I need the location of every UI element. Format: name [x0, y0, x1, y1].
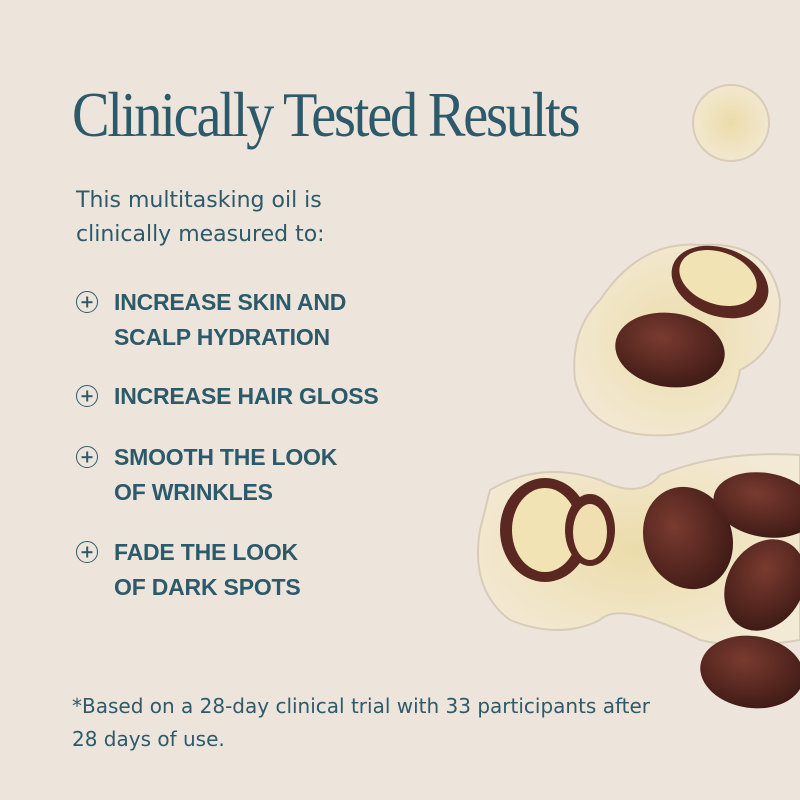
seed-open — [500, 478, 615, 582]
benefit-item: SMOOTH THE LOOK OF WRINKLES — [76, 440, 337, 510]
oil-drop — [692, 84, 770, 162]
seed — [713, 472, 800, 538]
seed — [700, 635, 800, 709]
plus-circle-icon — [76, 385, 98, 407]
plus-circle-icon — [76, 291, 98, 313]
benefit-label: SMOOTH THE LOOK OF WRINKLES — [114, 444, 338, 505]
plus-circle-icon — [76, 541, 98, 563]
footnote: *Based on a 28-day clinical trial with 3… — [72, 694, 651, 751]
plus-circle-icon — [76, 446, 98, 468]
benefit-item: INCREASE SKIN AND SCALP HYDRATION — [76, 285, 346, 355]
benefit-label: FADE THE LOOK OF DARK SPOTS — [114, 539, 301, 600]
seed-open — [671, 245, 769, 319]
benefit-label: INCREASE HAIR GLOSS — [114, 383, 379, 409]
seed — [724, 539, 800, 631]
intro-text: This multitasking oil is clinically meas… — [76, 188, 325, 247]
page-title: Clinically Tested Results — [72, 79, 581, 150]
benefit-label: INCREASE SKIN AND SCALP HYDRATION — [114, 289, 347, 350]
seed — [642, 486, 734, 590]
benefit-item: INCREASE HAIR GLOSS — [76, 379, 379, 414]
benefit-item: FADE THE LOOK OF DARK SPOTS — [76, 535, 301, 605]
seed — [615, 312, 725, 388]
